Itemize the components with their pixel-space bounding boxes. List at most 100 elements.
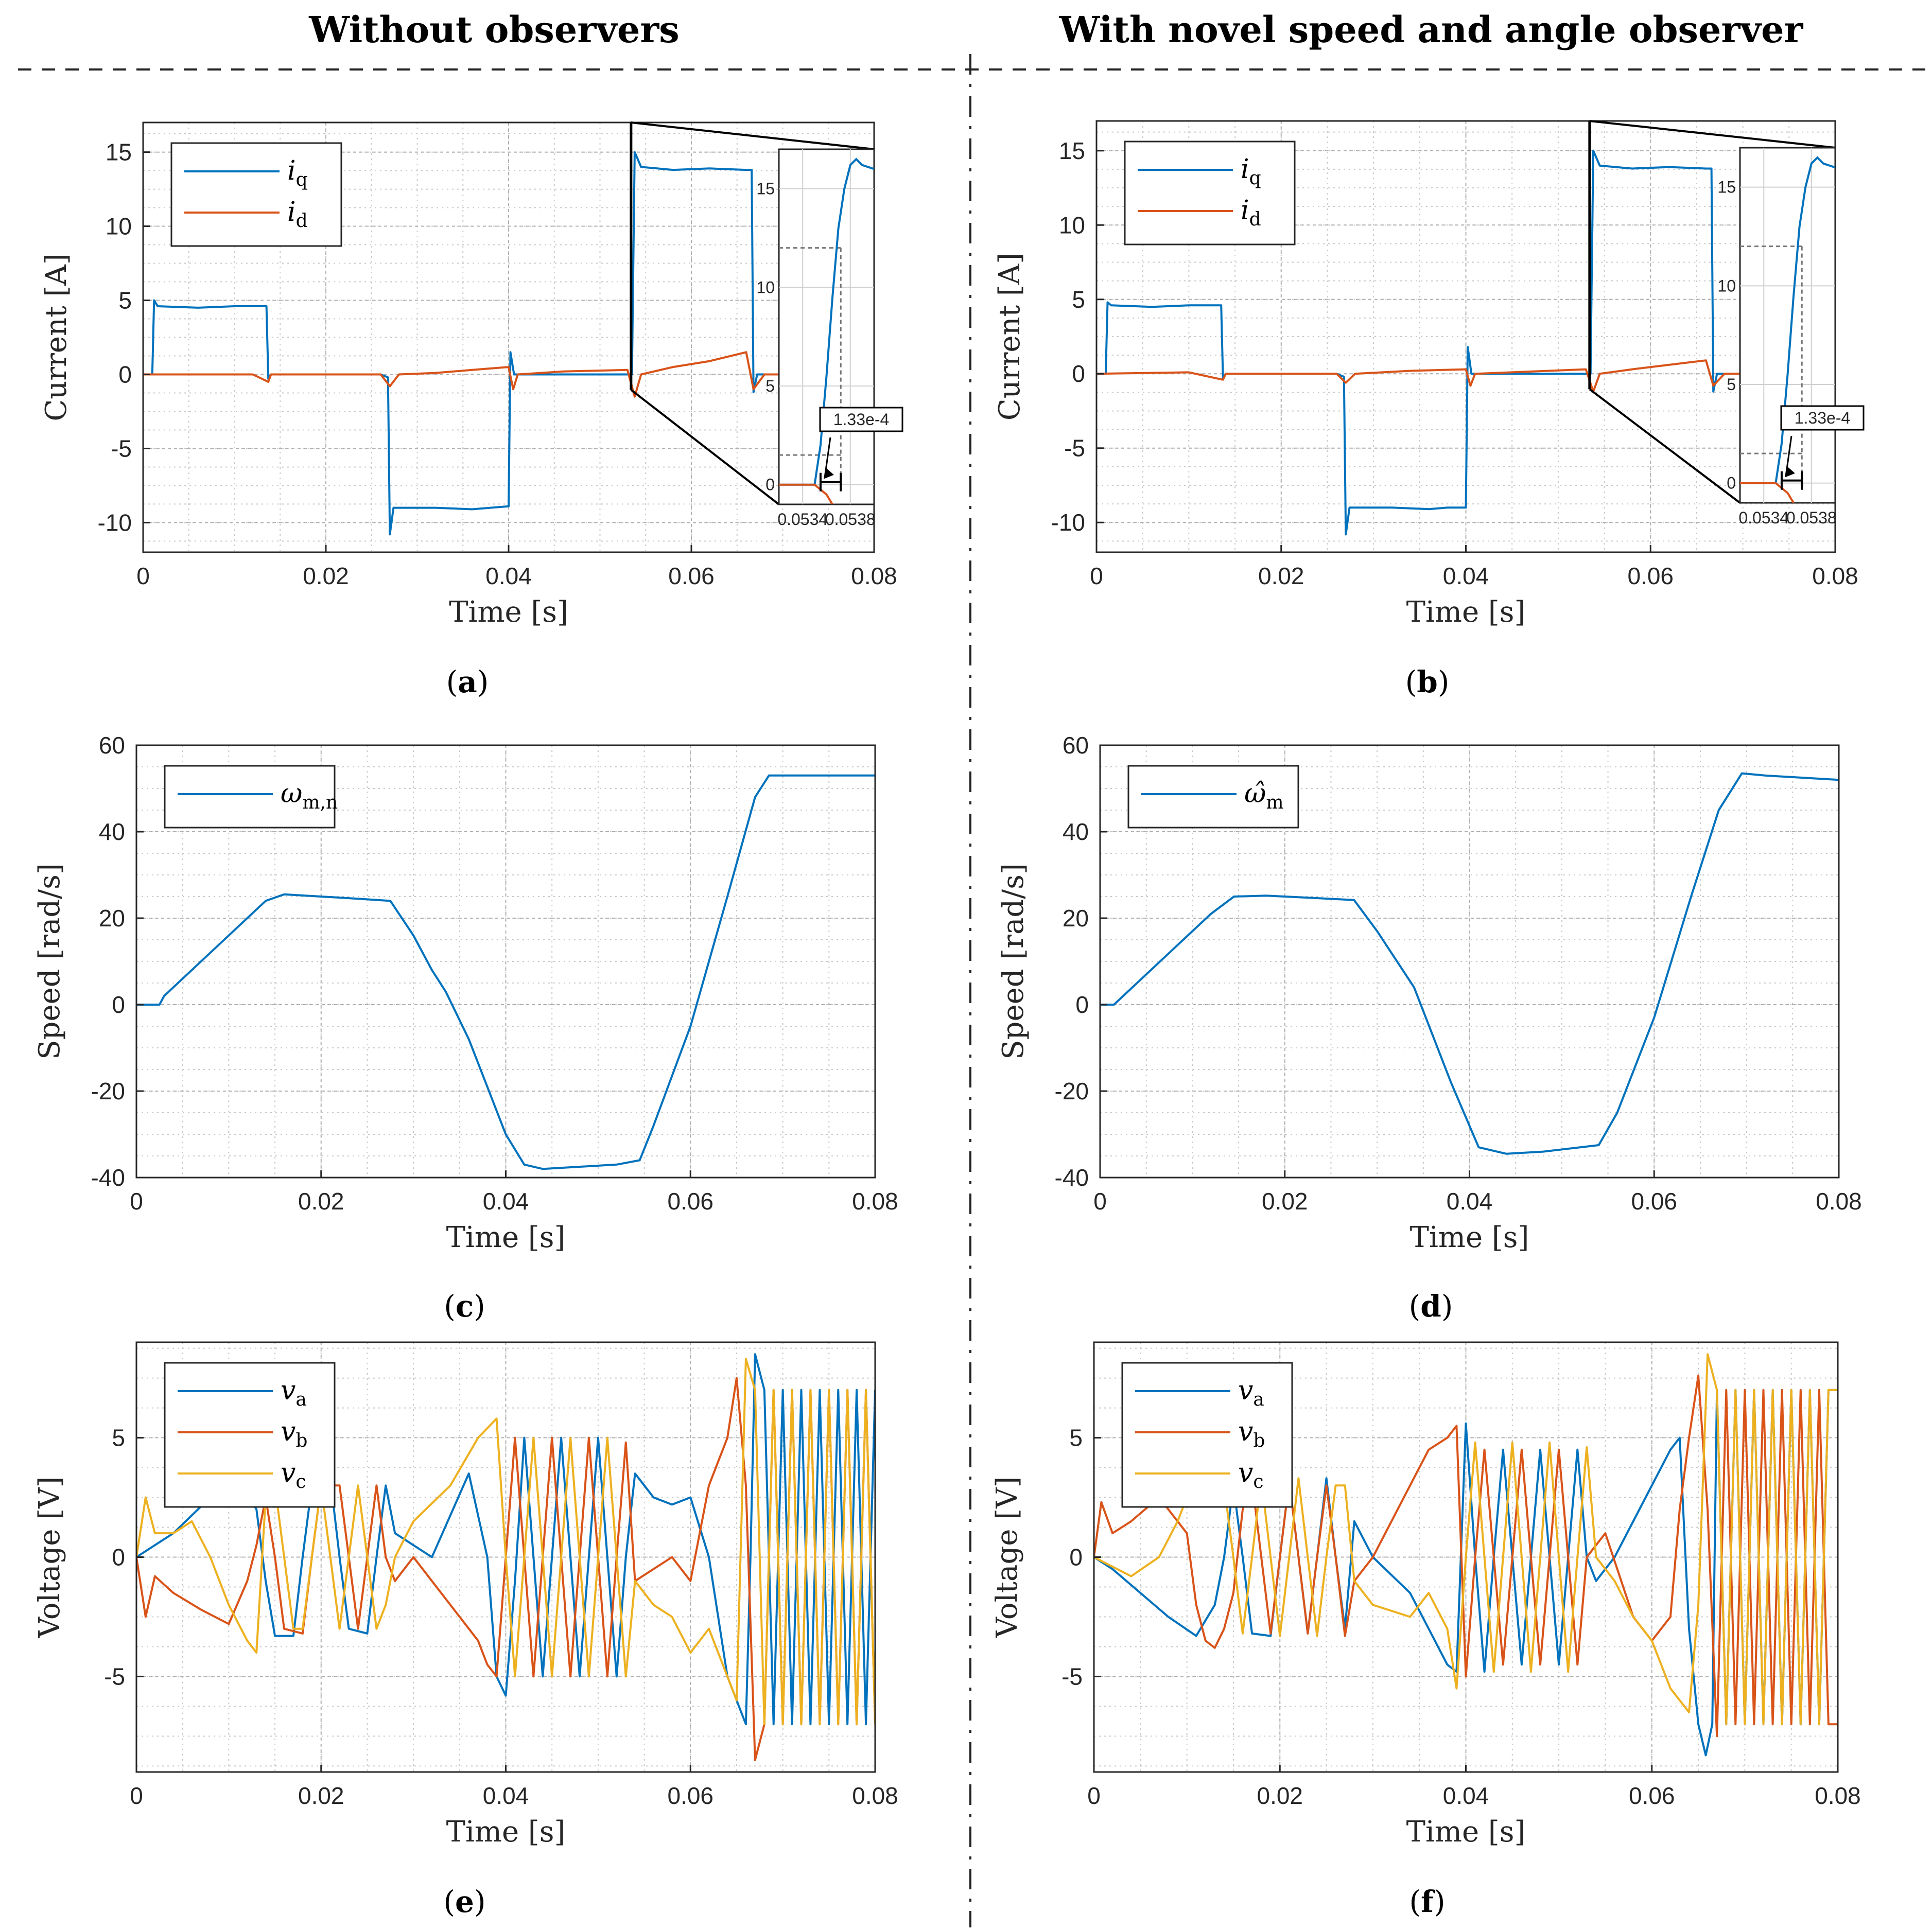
legend-box	[1124, 141, 1296, 245]
legend-symbol: v	[1238, 1416, 1253, 1447]
legend-symbol: i	[287, 197, 296, 227]
legend-symbol: v	[1238, 1458, 1253, 1488]
y-tick-label: 40	[1063, 818, 1089, 845]
x-axis-label: Time [s]	[446, 1815, 566, 1849]
inset-y-tick-label: 10	[756, 278, 775, 296]
y-axis-label: Speed [rad/s]	[33, 863, 66, 1059]
series-line-id	[143, 351, 874, 398]
y-tick-label: 20	[1063, 905, 1089, 932]
y-tick-label: 15	[106, 139, 132, 166]
caption-close: )	[1441, 1289, 1453, 1324]
annotation-box	[819, 407, 903, 432]
x-tick-label: 0	[130, 1188, 143, 1215]
header-left: Without observers	[308, 8, 679, 51]
caption-letter: c	[456, 1289, 474, 1324]
x-tick-label: 0	[1087, 1782, 1101, 1809]
x-tick-label: 0.02	[1258, 563, 1304, 589]
caption: (b)	[1405, 664, 1450, 699]
legend-symbol: i	[1241, 154, 1249, 185]
y-tick-label: 10	[106, 213, 132, 240]
y-tick-label: -10	[98, 509, 132, 536]
x-tick-label: 0	[136, 563, 150, 589]
annotation-arrowhead	[1784, 466, 1795, 478]
chart-a: 0 0.02 0.04 0.06 0.08 -10 -5 0 5 10 15 Time [s] Curr…	[40, 121, 903, 699]
x-tick-label: 0	[1093, 1188, 1107, 1215]
y-tick-label: -40	[91, 1164, 125, 1191]
series-line-iq	[1096, 149, 1835, 536]
legend-label: ω̂m	[1244, 778, 1284, 813]
series-group	[1094, 1353, 1838, 1757]
y-tick-label: 0	[1075, 991, 1089, 1018]
x-tick-label: 0.04	[1443, 1782, 1489, 1809]
caption: (e)	[443, 1884, 485, 1919]
caption-open: (	[1409, 1884, 1421, 1919]
y-tick-label: 5	[112, 1425, 125, 1451]
legend-symbol: i	[1241, 195, 1249, 226]
caption: (d)	[1409, 1289, 1453, 1324]
x-tick-label: 0.02	[1262, 1188, 1308, 1215]
zoom-connector-top	[1589, 120, 1836, 149]
series-group	[1096, 149, 1835, 536]
caption-open: (	[1405, 664, 1417, 699]
caption-letter: b	[1417, 664, 1438, 699]
legend: ωm,n	[164, 765, 338, 829]
series-line-omega_hat_m	[1100, 772, 1839, 1155]
inset-y-tick-label: 15	[1717, 178, 1736, 197]
x-tick-label: 0	[1090, 563, 1103, 589]
y-tick-label: -40	[1055, 1164, 1089, 1191]
legend-symbol: v	[1238, 1375, 1253, 1406]
chart-b: 0 0.02 0.04 0.06 0.08 -10 -5 0 5 10 15 Time [s] Curr…	[993, 120, 1865, 699]
legend-subscript: m,n	[302, 792, 338, 813]
y-tick-label: 0	[1072, 360, 1085, 387]
x-tick-label: 0.04	[483, 1188, 529, 1215]
y-tick-label: -5	[1061, 1663, 1083, 1690]
series-line-vc	[136, 1358, 875, 1726]
series-line-vc	[1094, 1353, 1838, 1726]
y-tick-label: 15	[1059, 137, 1085, 164]
y-tick-label: -5	[1064, 435, 1085, 462]
series-line-id	[1096, 359, 1835, 393]
legend-label: vb	[281, 1416, 307, 1451]
x-tick-label: 0.02	[298, 1782, 344, 1809]
caption: (c)	[444, 1289, 485, 1324]
caption: (f)	[1409, 1884, 1445, 1919]
series-line-omega_mn	[136, 774, 875, 1170]
legend-label: id	[1241, 195, 1261, 230]
chart-c: 0 0.02 0.04 0.06 0.08 -40 -20 0 20 40 60 Time [s] Sp…	[33, 732, 898, 1324]
caption-open: (	[446, 664, 458, 699]
annotation-arrowhead	[823, 467, 834, 479]
legend-symbol: v	[281, 1375, 295, 1406]
y-tick-label: -10	[1051, 509, 1085, 536]
inset-y-tick-label: 0	[1727, 474, 1736, 493]
x-axis-label: Time [s]	[449, 595, 568, 629]
legend-subscript: q	[296, 169, 308, 190]
chart-e: 0 0.02 0.04 0.06 0.08 -5 0 5 Time [s] Voltage [V]…	[33, 1341, 898, 1919]
chart-f: 0 0.02 0.04 0.06 0.08 -5 0 5 Time [s] Voltage [V]…	[990, 1341, 1861, 1919]
series-group	[136, 774, 875, 1170]
legend-subscript: q	[1249, 168, 1261, 189]
x-tick-label: 0.02	[1257, 1782, 1303, 1809]
legend: ω̂m	[1127, 765, 1299, 829]
y-tick-label: 0	[112, 991, 125, 1018]
caption-close: )	[1438, 664, 1450, 699]
caption-close: )	[474, 1884, 486, 1919]
series-group	[1100, 772, 1839, 1155]
x-tick-label: 0.06	[1629, 1782, 1675, 1809]
x-tick-label: 0.08	[852, 1188, 898, 1215]
y-tick-label: 20	[99, 905, 125, 932]
inset-x-tick-label: 0.0538	[825, 510, 876, 529]
series-line-iq	[143, 151, 874, 536]
caption-letter: a	[458, 664, 477, 699]
inset-box	[778, 148, 875, 505]
inset-x-tick-label: 0.0534	[1738, 508, 1789, 527]
y-axis-label: Voltage [V]	[33, 1477, 66, 1639]
legend-symbol: ω	[281, 778, 302, 809]
legend-box	[1121, 1362, 1293, 1508]
y-tick-label: 40	[99, 818, 125, 845]
x-axis-label: Time [s]	[446, 1221, 566, 1254]
x-tick-label: 0	[130, 1782, 143, 1809]
inset-y-tick-label: 0	[765, 476, 775, 494]
